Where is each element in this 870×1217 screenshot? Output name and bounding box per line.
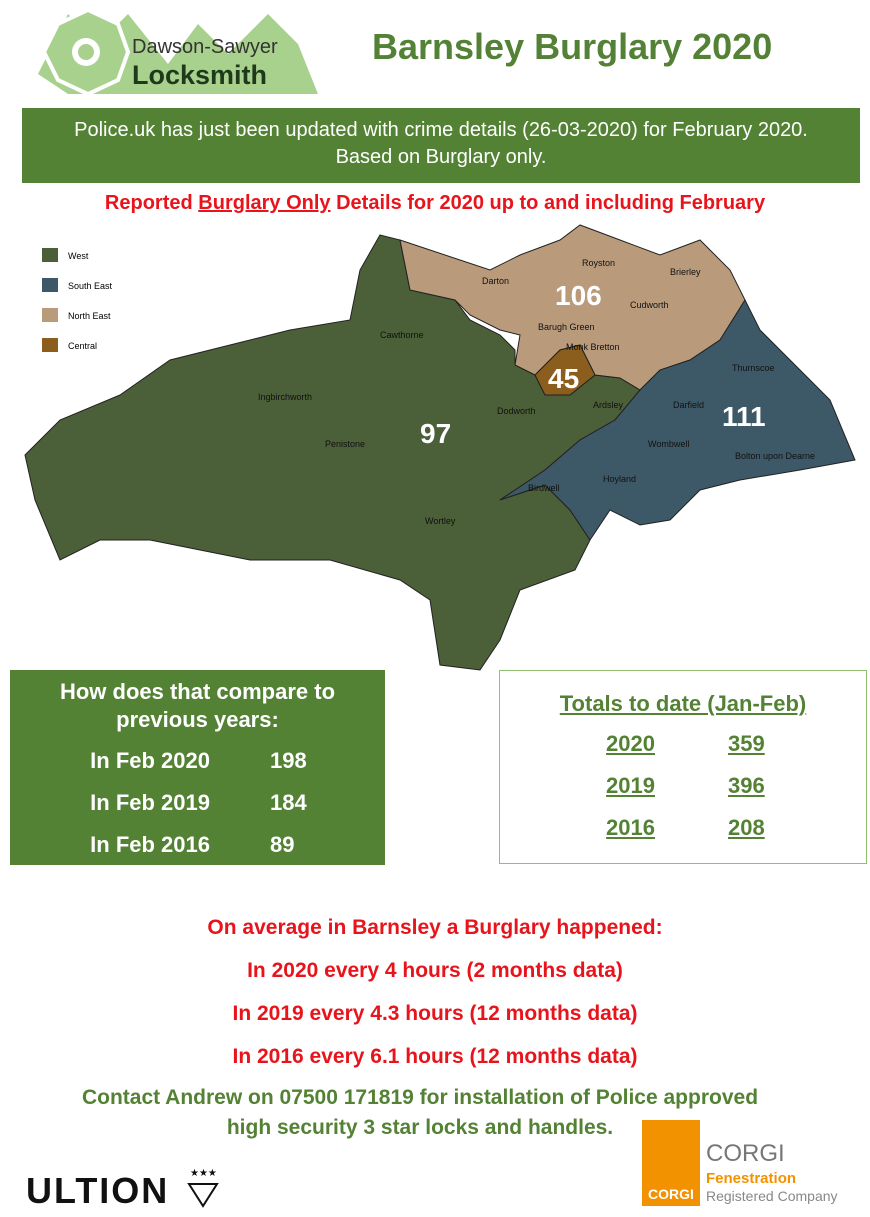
- compare-label: In Feb 2016: [90, 832, 210, 857]
- totals-value: 359: [728, 731, 765, 756]
- average-line: In 2019 every 4.3 hours (12 months data): [232, 1002, 638, 1025]
- place-label: Thurnscoe: [732, 363, 775, 373]
- page-title: Barnsley Burglary 2020: [372, 26, 773, 67]
- subtitle: Reported Burglary Only Details for 2020 …: [0, 192, 870, 215]
- ultion-logo: ULTION: [26, 1170, 170, 1211]
- subtitle-text: Reported: [104, 192, 193, 214]
- corgi-line2: Fenestration: [706, 1170, 797, 1187]
- contact: Contact Andrew on 07500 171819 for insta…: [81, 1086, 759, 1139]
- totals-year: 2020: [606, 731, 655, 756]
- average: On average in Barnsley a Burglary happen…: [0, 906, 870, 1078]
- map: West South East North East Central Darton R…: [24, 224, 856, 671]
- compare-row: In Feb 2016 89: [10, 824, 385, 866]
- place-label: Ingbirchworth: [258, 392, 312, 402]
- corgi-badge: CORGI: [642, 1120, 700, 1206]
- banner: Police.uk has just been updated with cri…: [22, 108, 860, 183]
- region-south-east: [499, 298, 856, 541]
- compare-value: 198: [270, 748, 307, 773]
- totals-row: 2019 396: [500, 765, 866, 807]
- totals-value: 396: [728, 773, 765, 798]
- legend-swatch: [42, 278, 58, 292]
- corgi-name: CORGI: [706, 1140, 785, 1167]
- compare-label: In Feb 2020: [90, 748, 210, 773]
- totals-value: 208: [728, 815, 765, 840]
- region-count: 111: [722, 401, 766, 432]
- legend-label: West: [68, 251, 89, 261]
- compare-row: In Feb 2019 184: [10, 782, 385, 824]
- place-label: Darton: [482, 276, 509, 286]
- logo-line2: Locksmith: [132, 60, 268, 90]
- average-title: On average in Barnsley a Burglary happen…: [207, 916, 663, 939]
- compare-label: In Feb 2019: [90, 790, 210, 815]
- place-label: Hoyland: [603, 474, 636, 484]
- place-label: Birdwell: [528, 483, 560, 493]
- totals-title: Totals to date (Jan-Feb): [559, 691, 807, 716]
- place-label: Dodworth: [497, 406, 536, 416]
- svg-text:★★★: ★★★: [190, 1168, 217, 1179]
- compare-value: 184: [270, 790, 307, 815]
- compare-rows: In Feb 2020 198 In Feb 2019 184 In Feb 2016 8…: [10, 740, 385, 866]
- corgi-line3: Registered Company: [706, 1188, 838, 1204]
- average-line: In 2016 every 6.1 hours (12 months data): [232, 1045, 638, 1068]
- compare-value: 89: [270, 832, 295, 857]
- place-label: Darfield: [673, 400, 704, 410]
- subtitle-emphasis: Burglary Only: [198, 192, 331, 214]
- logo-hole-inner: [78, 44, 94, 60]
- place-label: Bolton upon Dearne: [735, 451, 815, 461]
- legend-swatch: [42, 248, 58, 262]
- totals-rows: 2020 359 2019 396 2016 208: [500, 723, 866, 849]
- place-label: Cudworth: [630, 300, 669, 310]
- ultion-diamond: ★★★: [187, 1168, 219, 1208]
- region-count: 106: [555, 280, 602, 311]
- region-central: [534, 344, 596, 396]
- place-label: Cawthorne: [380, 330, 424, 340]
- legend-label: North East: [68, 311, 111, 321]
- region-count: 45: [548, 363, 579, 394]
- totals-year: 2019: [606, 773, 655, 798]
- place-label: Barugh Green: [538, 322, 595, 332]
- place-label: Monk Bretton: [566, 342, 620, 352]
- logo-line1: Dawson-Sawyer: [132, 36, 278, 58]
- corgi-badge-text: CORGI: [648, 1186, 694, 1202]
- totals-row: 2016 208: [500, 807, 866, 849]
- legend-label: South East: [68, 281, 113, 291]
- place-label: Penistone: [325, 439, 365, 449]
- legend-swatch: [42, 308, 58, 322]
- place-label: Ardsley: [593, 400, 624, 410]
- logo-graphic: [38, 7, 318, 97]
- place-label: Wombwell: [648, 439, 689, 449]
- place-label: Wortley: [425, 516, 456, 526]
- region-count: 97: [420, 418, 451, 449]
- legend-swatch: [42, 338, 58, 352]
- place-label: Royston: [582, 258, 615, 268]
- legend-label: Central: [68, 341, 97, 351]
- totals-year: 2016: [606, 815, 655, 840]
- legend: West South East North East Central: [42, 248, 113, 352]
- average-line: In 2020 every 4 hours (2 months data): [247, 959, 623, 982]
- compare-title: How does that compare to previous years:: [59, 679, 336, 732]
- totals-row: 2020 359: [500, 723, 866, 765]
- subtitle-text: Details for 2020 up to and including Feb…: [336, 192, 766, 214]
- place-label: Brierley: [670, 267, 701, 277]
- compare-box: How does that compare to previous years:…: [10, 670, 385, 865]
- totals-box: Totals to date (Jan-Feb) 2020 359 2019 396 2…: [499, 670, 867, 864]
- compare-row: In Feb 2020 198: [10, 740, 385, 782]
